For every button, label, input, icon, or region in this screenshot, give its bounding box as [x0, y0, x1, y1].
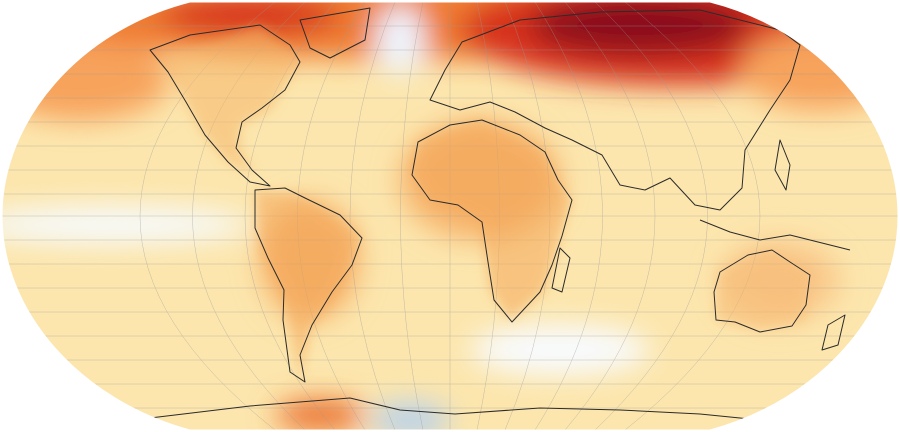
land-tint: [160, 25, 810, 380]
coastlines: [149, 7, 851, 430]
